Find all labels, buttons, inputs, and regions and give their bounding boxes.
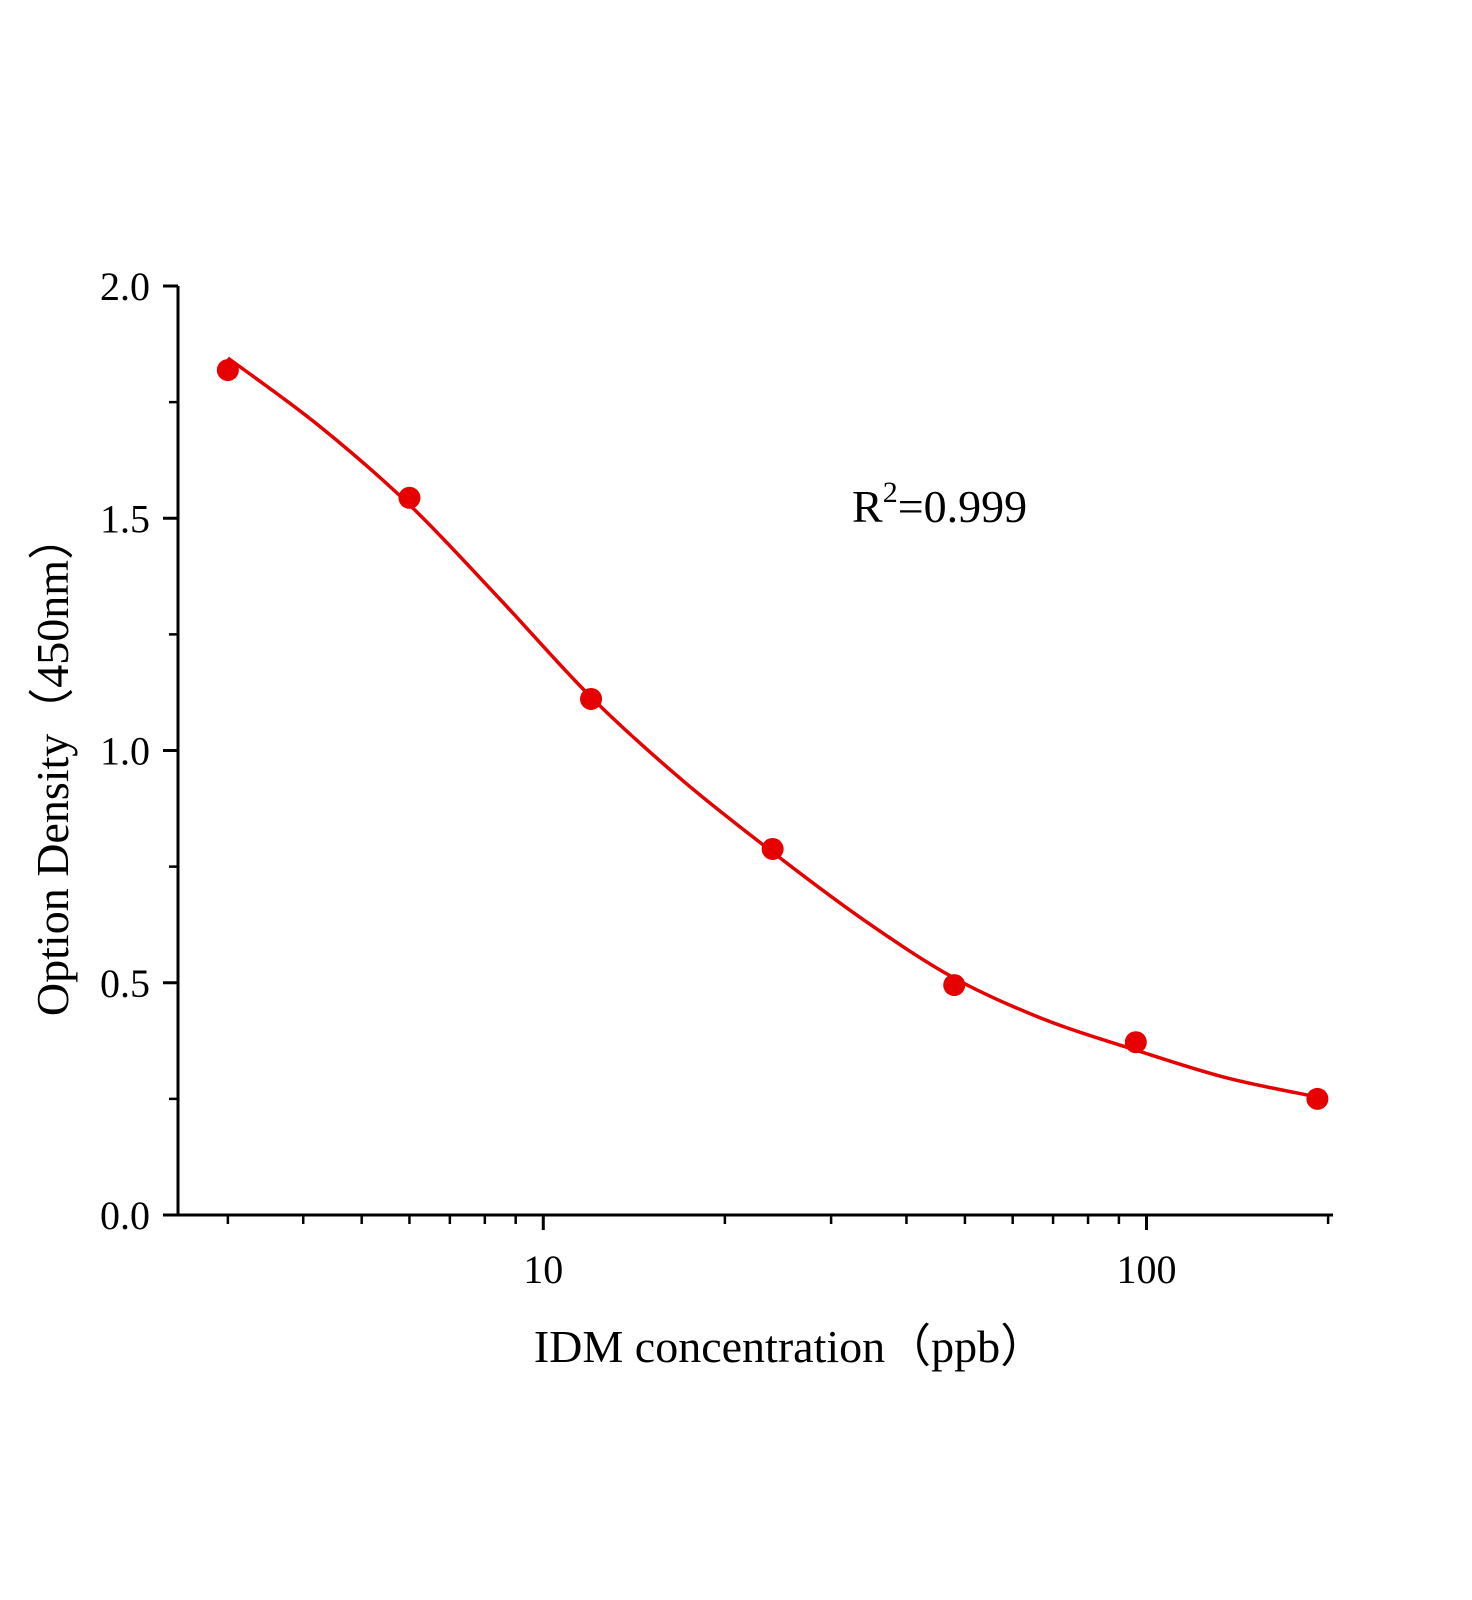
data-point (761, 837, 784, 860)
data-point (216, 359, 239, 382)
data-point (398, 486, 421, 509)
y-tick-label: 2.0 (100, 264, 150, 309)
y-tick-label: 1.5 (100, 496, 150, 541)
x-tick-label: 100 (1117, 1247, 1177, 1292)
y-tick-label: 1.0 (100, 729, 150, 774)
annotation-superscript: 2 (883, 476, 898, 509)
y-tick-label: 0.0 (100, 1193, 150, 1238)
y-axis-label: Option Density（450nm） (27, 514, 78, 1016)
data-point (943, 974, 966, 997)
annotation-part: =0.999 (898, 481, 1027, 532)
x-tick-label: 10 (523, 1247, 563, 1292)
data-point (1124, 1031, 1147, 1054)
x-axis-label: IDM concentration（ppb） (534, 1321, 1046, 1372)
data-point (580, 687, 603, 710)
annotation: R2=0.999 (852, 476, 1027, 532)
data-point (1306, 1087, 1329, 1110)
y-tick-label: 0.5 (100, 961, 150, 1006)
annotation-part: R (852, 481, 883, 532)
fit-curve (226, 356, 1318, 1099)
